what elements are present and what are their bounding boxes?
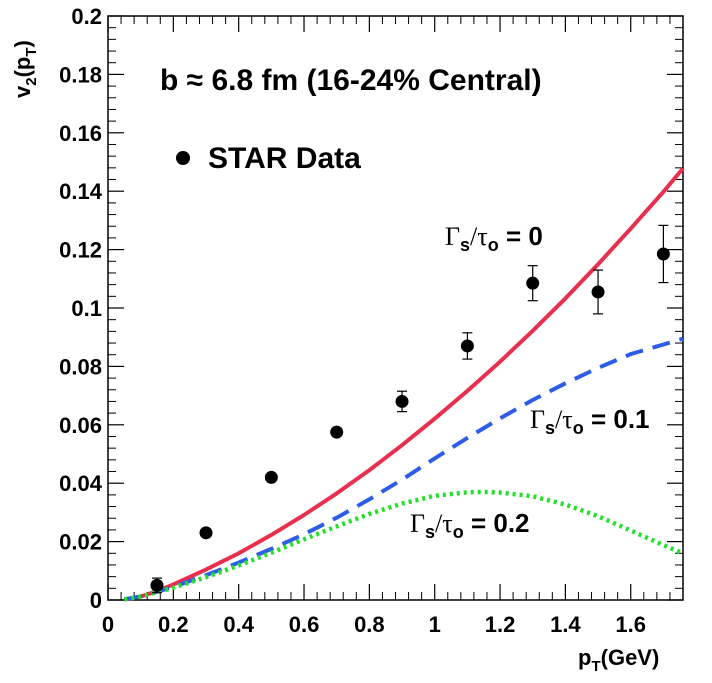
data-point	[330, 425, 344, 439]
y-axis-title: v2(pT)	[10, 40, 40, 98]
curve-gamma-0-2	[123, 489, 684, 602]
x-tick-label: 1	[429, 612, 441, 637]
x-axis-title: pT(GeV)	[578, 645, 659, 675]
data-point	[199, 526, 213, 540]
chart-title: b ≈ 6.8 fm (16-24% Central)	[160, 64, 542, 97]
y-tick-label: 0.04	[59, 471, 103, 496]
annotation-gamma-0-2: Γs/τo = 0.2	[410, 508, 530, 542]
x-tick-label: 0.4	[223, 612, 254, 637]
data-point	[264, 470, 278, 484]
curve-gamma-0	[123, 167, 685, 602]
annotation-gamma-0: Γs/τo = 0	[445, 221, 543, 255]
y-tick-label: 0.1	[71, 296, 102, 321]
y-tick-label: 0.18	[59, 62, 102, 87]
data-point	[460, 339, 474, 353]
curve-gamma-0-1	[123, 336, 684, 602]
data-point	[591, 285, 605, 299]
model-curves	[123, 167, 685, 602]
y-tick-label: 0.2	[71, 4, 102, 29]
x-tick-label: 0.8	[354, 612, 385, 637]
y-tick-label: 0.06	[59, 413, 102, 438]
data-point	[656, 247, 670, 261]
x-tick-label: 1.4	[550, 612, 581, 637]
y-tick-label: 0.12	[59, 238, 102, 263]
legend-label: STAR Data	[208, 142, 361, 175]
axis-ticks: 0 0.2 0.4 0.6 0.8 1 1.2 1.4 1.6 0 0.02 0.04 0.06 0.08…	[59, 4, 684, 637]
x-tick-label: 0.6	[289, 612, 320, 637]
x-tick-label: 1.2	[485, 612, 516, 637]
data-point	[395, 394, 409, 408]
y-tick-label: 0.02	[59, 530, 102, 555]
x-tick-label: 0.2	[158, 612, 189, 637]
plot-frame	[107, 15, 684, 601]
y-tick-label: 0	[90, 588, 102, 613]
y-tick-label: 0.14	[59, 179, 103, 204]
y-tick-label: 0.08	[59, 354, 102, 379]
axes-frame	[107, 15, 684, 601]
x-tick-label: 0	[102, 612, 114, 637]
legend-marker-icon	[176, 151, 190, 165]
y-tick-label: 0.16	[59, 121, 102, 146]
star-data-points	[150, 224, 670, 594]
legend: STAR Data	[176, 142, 361, 175]
data-point	[150, 578, 164, 592]
x-tick-label: 1.6	[615, 612, 646, 637]
data-point	[526, 276, 540, 290]
annotation-gamma-0-1: Γs/τo = 0.1	[530, 404, 650, 438]
